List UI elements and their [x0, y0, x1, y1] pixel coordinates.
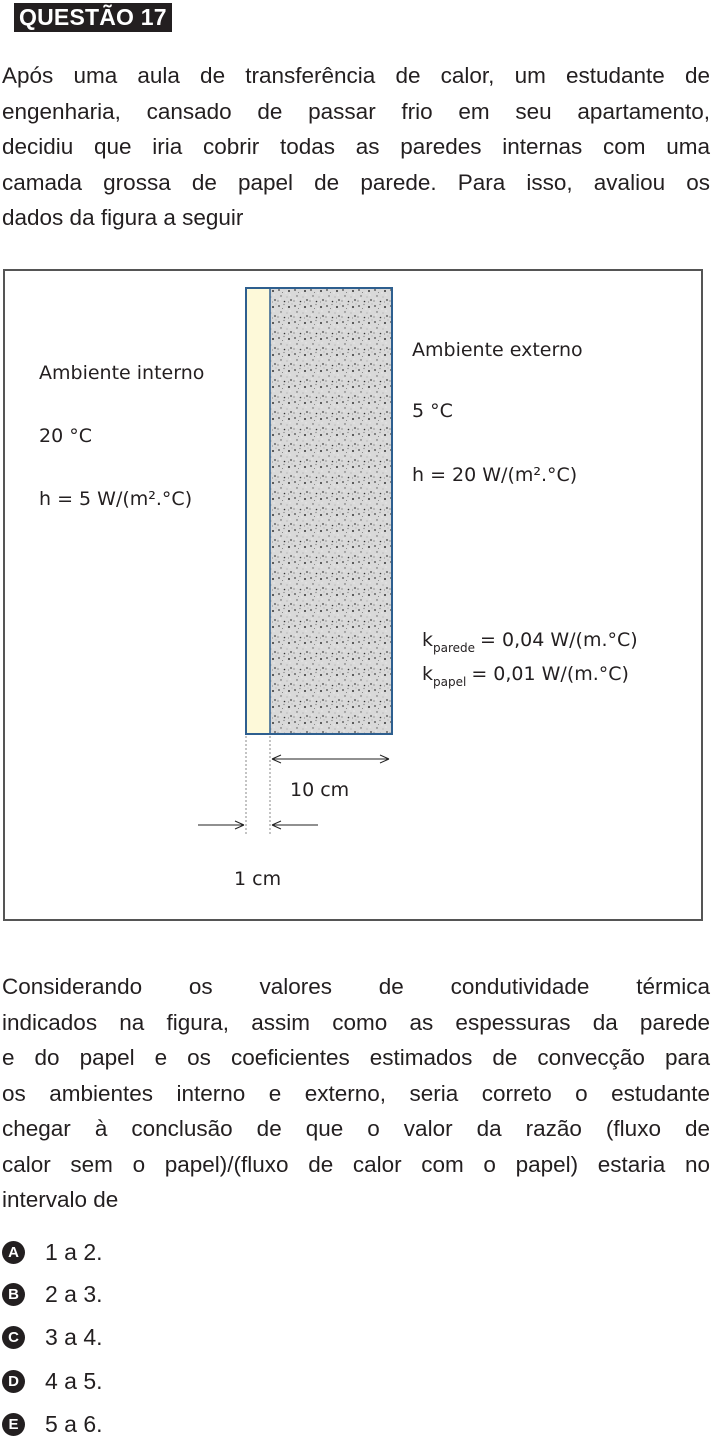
statement-line: indicados na figura, assim como as espes…: [2, 1009, 710, 1035]
question-label: QUESTÃO 17: [14, 3, 172, 32]
statement-line: Considerando os valores de condutividade…: [2, 974, 710, 999]
intro-line: camada grossa de papel de parede. Para i…: [2, 169, 710, 195]
k-paper-label: kpapel = 0,01 W/(m.°C): [422, 663, 629, 689]
wall-dim-right-arrow: [379, 754, 390, 764]
paper-dim-left-arrow: [234, 820, 245, 830]
wall-layer: [270, 288, 392, 734]
intro-line: engenharia, cansado de passar frio em se…: [2, 98, 710, 124]
statement-line: intervalo de: [2, 1187, 119, 1212]
wall-diagram: Ambiente interno 20 °C h = 5 W/(m².°C) A…: [39, 287, 638, 890]
option-d-badge: D: [2, 1369, 25, 1393]
statement-line: chegar à conclusão de que o valor da raz…: [2, 1116, 710, 1141]
statement-line: e do papel e os coeficientes estimados d…: [2, 1045, 710, 1070]
wall-thickness-label: 10 cm: [290, 779, 349, 801]
wall-outline: [245, 287, 393, 735]
wall-figure: Ambiente interno 20 °C h = 5 W/(m².°C) A…: [3, 269, 703, 921]
question-statement: Considerando os valores de condutividade…: [2, 969, 710, 1218]
statement-line: os ambientes interno e externo, seria co…: [2, 1080, 710, 1106]
option-c[interactable]: C 3 a 4.: [2, 1319, 103, 1355]
option-a-badge: A: [2, 1240, 25, 1264]
option-c-text: 3 a 4.: [45, 1323, 103, 1350]
option-a[interactable]: A 1 a 2.: [2, 1234, 103, 1270]
k-wall-label: kparede = 0,04 W/(m.°C): [422, 629, 638, 655]
internal-h: h = 5 W/(m².°C): [39, 488, 192, 510]
paper-layer: [246, 288, 270, 734]
internal-temp: 20 °C: [39, 425, 92, 447]
external-h: h = 20 W/(m².°C): [412, 464, 577, 486]
option-e[interactable]: E 5 a 6.: [2, 1406, 103, 1442]
external-title: Ambiente externo: [412, 339, 583, 361]
paper-thickness-label: 1 cm: [234, 868, 281, 890]
option-b-text: 2 a 3.: [45, 1280, 103, 1307]
option-e-text: 5 a 6.: [45, 1410, 103, 1437]
option-b[interactable]: B 2 a 3.: [2, 1276, 103, 1312]
external-temp: 5 °C: [412, 400, 453, 422]
question-intro: Após uma aula de transferência de calor,…: [2, 58, 710, 236]
option-d[interactable]: D 4 a 5.: [2, 1363, 103, 1399]
option-b-badge: B: [2, 1282, 25, 1306]
paper-dim-right-arrow: [271, 820, 282, 830]
option-d-text: 4 a 5.: [45, 1367, 103, 1394]
option-c-badge: C: [2, 1325, 25, 1349]
option-e-badge: E: [2, 1412, 25, 1436]
statement-line: calor sem o papel)/(fluxo de calor com o…: [2, 1151, 710, 1177]
option-a-text: 1 a 2.: [45, 1238, 103, 1265]
internal-title: Ambiente interno: [39, 362, 204, 384]
wall-dim-left-arrow: [271, 754, 282, 764]
intro-line: decidiu que iria cobrir todas as paredes…: [2, 134, 710, 159]
intro-line: dados da figura a seguir: [2, 205, 244, 230]
intro-line: Após uma aula de transferência de calor,…: [2, 63, 710, 88]
